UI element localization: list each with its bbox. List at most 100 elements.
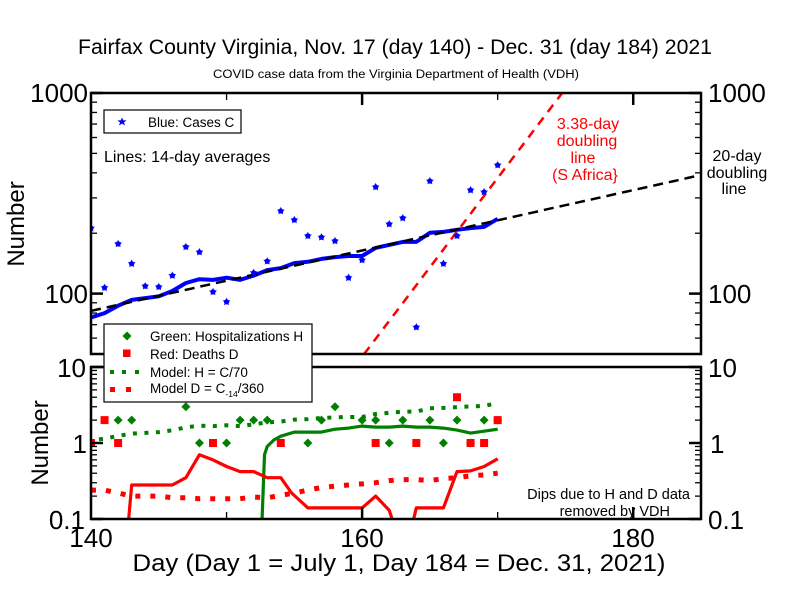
cases-point: [344, 273, 353, 282]
x-tick-label-180: 180: [611, 523, 654, 553]
chart-title: Fairfax County Virginia, Nov. 17 (day 14…: [78, 36, 712, 59]
legend-model-d-main: Model D = C: [150, 381, 226, 396]
hosp-point: [438, 438, 448, 448]
cases-point: [209, 287, 217, 296]
hosp-point: [262, 415, 272, 425]
hosp-deaths-legend: Green: Hospitalizations H Red: Deaths D …: [103, 323, 313, 403]
hosp-point: [384, 438, 394, 448]
cases-point: [263, 257, 272, 265]
cases-point: [222, 297, 231, 306]
cases-point: [425, 176, 434, 185]
cases-point: [168, 271, 177, 279]
cases-point: [303, 231, 312, 240]
legend-model-d-after: /360: [238, 381, 264, 396]
hosp-deaths-plot-area: [91, 393, 503, 519]
death-point: [480, 439, 489, 447]
y-tick-label-right-1000: 1000: [708, 78, 766, 108]
model-h-dotted-line: [91, 400, 499, 443]
y-axis-label-cases: Number: [3, 181, 30, 266]
cases-point: [127, 259, 136, 268]
hosp-point: [127, 415, 137, 425]
doubling-line-20day: [91, 173, 701, 313]
cases-point: [385, 219, 394, 228]
deaths-avg-line: [127, 453, 499, 519]
y-tick-label-right-100: 100: [708, 279, 751, 309]
annotation-line: line: [571, 150, 596, 167]
cases-point: [154, 282, 163, 291]
doubling-20day-annotation: 20-day doubling line: [707, 148, 768, 198]
legend-label-hosp: Green: Hospitalizations H: [150, 329, 303, 344]
y-tick-label-right-10: 10: [708, 353, 737, 383]
y-tick-label-left-1: 1: [73, 429, 87, 459]
hosp-point: [194, 438, 204, 448]
cases-point: [317, 233, 326, 241]
chart-subtitle: COVID case data from the Virginia Depart…: [213, 69, 579, 81]
cases-point: [371, 182, 380, 191]
cases-axes-frame: [89, 91, 703, 356]
x-axis-label: Day (Day 1 = July 1, Day 184 = Dec. 31, …: [133, 550, 666, 577]
cases-point: [141, 281, 150, 290]
cases-point: [358, 255, 367, 264]
hosp-point: [452, 415, 462, 425]
cases-legend: Blue: Cases C: [103, 109, 242, 134]
dips-note-line-1: Dips due to H and D data: [527, 487, 691, 503]
death-point: [412, 439, 421, 447]
hosp-point: [303, 438, 313, 448]
annotation-line: doubling: [557, 133, 618, 150]
legend-diamond-icon: [122, 331, 132, 341]
hosp-point: [235, 415, 245, 425]
hosp-point: [479, 415, 489, 425]
y-tick-label-right-0.1: 0.1: [708, 505, 744, 535]
hosp-point: [316, 415, 326, 425]
annotation-line: doubling: [707, 165, 768, 182]
cases-point: [331, 236, 339, 245]
annotation-line: line: [722, 181, 747, 198]
hosp-point: [222, 438, 232, 448]
y-tick-label-left-100: 100: [45, 279, 88, 309]
doubling-338day-annotation: 3.38-day doubling line (S Africa}: [552, 116, 619, 184]
annotation-line: 20-day: [713, 148, 762, 165]
death-point: [371, 439, 380, 447]
death-point: [100, 416, 109, 425]
cases-point: [493, 160, 502, 169]
cases-point: [195, 247, 204, 256]
cases-point: [290, 215, 299, 224]
y-tick-label-left-0.1: 0.1: [49, 505, 85, 535]
legend-label-deaths: Red: Deaths D: [150, 347, 239, 362]
legend-model-d-sub: -14: [225, 389, 238, 399]
doubling-line-338day: [362, 93, 564, 354]
cases-point: [439, 259, 448, 268]
hosp-point: [181, 402, 191, 412]
death-point: [209, 439, 217, 447]
cases-point: [249, 268, 258, 277]
x-tick-label-140: 140: [69, 523, 112, 553]
lines-note: Lines: 14-day averages: [104, 149, 270, 166]
cases-point: [100, 283, 109, 292]
y-tick-label-left-10: 10: [57, 353, 86, 383]
legend-green-dots-icon: [110, 370, 139, 374]
legend-label-model-d: Model D = C-14/360: [150, 381, 264, 399]
legend-square-icon: [123, 349, 131, 357]
cases-point: [114, 239, 123, 248]
death-point: [493, 416, 502, 425]
cases-point: [412, 323, 421, 331]
hosp-point: [398, 415, 408, 425]
death-point: [276, 439, 285, 447]
death-point: [453, 393, 461, 402]
y-tick-label-left-1000: 1000: [30, 78, 88, 108]
death-point: [114, 439, 123, 447]
cases-point: [181, 242, 190, 251]
death-point: [466, 439, 475, 447]
x-tick-label-160: 160: [340, 523, 383, 553]
legend-star-icon: [117, 117, 127, 126]
legend-label-model-h: Model: H = C/70: [150, 365, 248, 380]
y-tick-label-right-1: 1: [710, 429, 724, 459]
cases-point: [276, 206, 285, 215]
hosp-point: [357, 415, 367, 425]
dips-note-line-2: removed by VDH: [560, 504, 670, 520]
annotation-line: (S Africa}: [552, 167, 618, 184]
cases-plot-area: [91, 93, 701, 354]
annotation-line: 3.38-day: [557, 116, 619, 133]
hosp-avg-line: [260, 424, 498, 519]
hosp-point: [249, 415, 259, 425]
